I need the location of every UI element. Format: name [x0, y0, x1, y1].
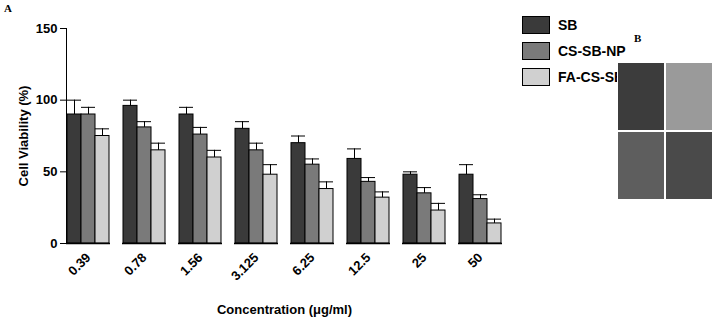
svg-text:50: 50 [465, 250, 486, 271]
svg-text:150: 150 [36, 21, 58, 36]
svg-text:Cell Viability (%): Cell Viability (%) [16, 86, 31, 187]
svg-text:3.125: 3.125 [228, 250, 262, 284]
svg-text:25: 25 [409, 250, 430, 271]
svg-text:0.78: 0.78 [121, 250, 150, 279]
svg-text:Concentration (μg/ml): Concentration (μg/ml) [217, 302, 352, 317]
html-text:B: B [634, 32, 642, 44]
svg-text:0: 0 [50, 236, 57, 251]
svg-text:1.56: 1.56 [177, 250, 206, 279]
html-text:CS-SB-NP: CS-SB-NP [558, 43, 626, 59]
svg-text:100: 100 [36, 92, 58, 107]
svg-text:0.39: 0.39 [65, 250, 94, 279]
html-text:A: A [4, 2, 12, 14]
svg-text:6.25: 6.25 [289, 250, 318, 279]
svg-text:50: 50 [43, 164, 57, 179]
svg-text:12.5: 12.5 [345, 250, 374, 279]
html-text:SB: SB [558, 17, 578, 33]
html-text:FA-CS-SB-NP: FA-CS-SB-NP [558, 69, 649, 85]
